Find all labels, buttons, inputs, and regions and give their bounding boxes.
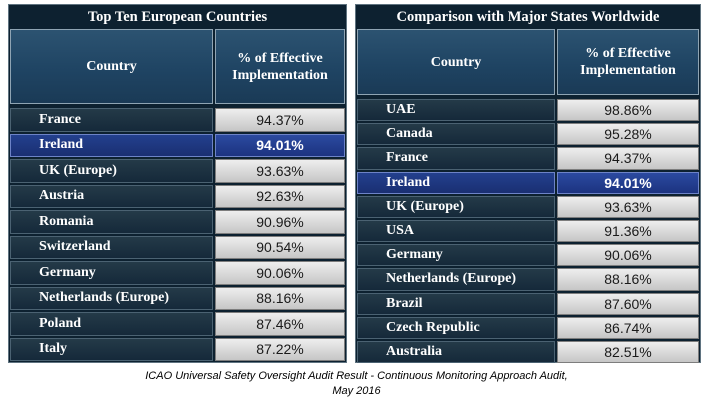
table-row: Switzerland 90.54% <box>9 235 346 261</box>
table-row: Germany 90.06% <box>356 243 700 267</box>
value-cell: 87.22% <box>215 337 345 361</box>
value-cell: 86.74% <box>557 316 699 339</box>
country-cell: Ireland <box>10 133 213 157</box>
country-cell: UAE <box>357 99 555 122</box>
value-cell: 94.37% <box>557 147 699 170</box>
table-row: USA 91.36% <box>356 219 700 243</box>
table-row: France 94.37% <box>9 107 346 133</box>
country-cell: Netherlands (Europe) <box>357 268 555 291</box>
country-cell: Czech Republic <box>357 316 555 339</box>
country-cell: Germany <box>357 244 555 267</box>
value-cell: 87.46% <box>215 312 345 336</box>
value-cell: 87.60% <box>557 292 699 315</box>
table-row: UAE 98.86% <box>356 98 700 122</box>
table-row: Germany 90.06% <box>9 260 346 286</box>
value-cell: 93.63% <box>215 159 345 183</box>
country-cell: Canada <box>357 123 555 146</box>
country-cell: France <box>10 108 213 132</box>
country-cell: Netherlands (Europe) <box>10 286 213 310</box>
table-row: UK (Europe) 93.63% <box>9 158 346 184</box>
value-cell: 82.51% <box>557 341 699 364</box>
table-row: Netherlands (Europe) 88.16% <box>9 286 346 312</box>
table-row: Romania 90.96% <box>9 209 346 235</box>
country-cell: Poland <box>10 312 213 336</box>
country-cell: Switzerland <box>10 235 213 259</box>
table-row: Brazil 87.60% <box>356 292 700 316</box>
country-cell: Australia <box>357 341 555 364</box>
country-cell: Brazil <box>357 292 555 315</box>
table-row: Austria 92.63% <box>9 184 346 210</box>
table-row: France 94.37% <box>356 146 700 170</box>
country-cell: USA <box>357 220 555 243</box>
table-row: UK (Europe) 93.63% <box>356 195 700 219</box>
value-cell: 94.37% <box>215 108 345 132</box>
value-cell: 94.01% <box>557 171 699 194</box>
header-country: Country <box>10 29 213 104</box>
value-cell: 93.63% <box>557 195 699 218</box>
table-row: Ireland 94.01% <box>9 133 346 159</box>
value-cell: 88.16% <box>557 268 699 291</box>
value-cell: 90.54% <box>215 235 345 259</box>
value-cell: 90.96% <box>215 210 345 234</box>
table-european: Top Ten European Countries Country % of … <box>8 4 347 363</box>
table-worldwide: Comparison with Major States Worldwide C… <box>355 4 701 364</box>
value-cell: 90.06% <box>557 244 699 267</box>
table-row: Italy 87.22% <box>9 337 346 363</box>
table-row: Netherlands (Europe) 88.16% <box>356 267 700 291</box>
table-row: Czech Republic 86.74% <box>356 316 700 340</box>
value-cell: 91.36% <box>557 220 699 243</box>
table-title: Comparison with Major States Worldwide <box>356 5 700 29</box>
value-cell: 94.01% <box>215 133 345 157</box>
header-implementation: % of Effective Implementation <box>215 29 345 104</box>
value-cell: 88.16% <box>215 286 345 310</box>
value-cell: 95.28% <box>557 123 699 146</box>
header-country: Country <box>357 29 555 95</box>
table-row: Poland 87.46% <box>9 311 346 337</box>
value-cell: 98.86% <box>557 99 699 122</box>
value-cell: 90.06% <box>215 261 345 285</box>
value-cell: 92.63% <box>215 184 345 208</box>
country-cell: Ireland <box>357 171 555 194</box>
country-cell: UK (Europe) <box>357 195 555 218</box>
country-cell: Austria <box>10 184 213 208</box>
caption: ICAO Universal Safety Oversight Audit Re… <box>0 369 713 399</box>
table-row: Canada 95.28% <box>356 122 700 146</box>
country-cell: Germany <box>10 261 213 285</box>
caption-line-1: ICAO Universal Safety Oversight Audit Re… <box>145 370 568 382</box>
country-cell: UK (Europe) <box>10 159 213 183</box>
country-cell: Italy <box>10 337 213 361</box>
country-cell: France <box>357 147 555 170</box>
table-row: Ireland 94.01% <box>356 171 700 195</box>
header-implementation: % of Effective Implementation <box>557 29 699 95</box>
caption-line-2: May 2016 <box>332 385 381 397</box>
country-cell: Romania <box>10 210 213 234</box>
table-row: Australia 82.51% <box>356 340 700 364</box>
table-title: Top Ten European Countries <box>9 5 346 29</box>
